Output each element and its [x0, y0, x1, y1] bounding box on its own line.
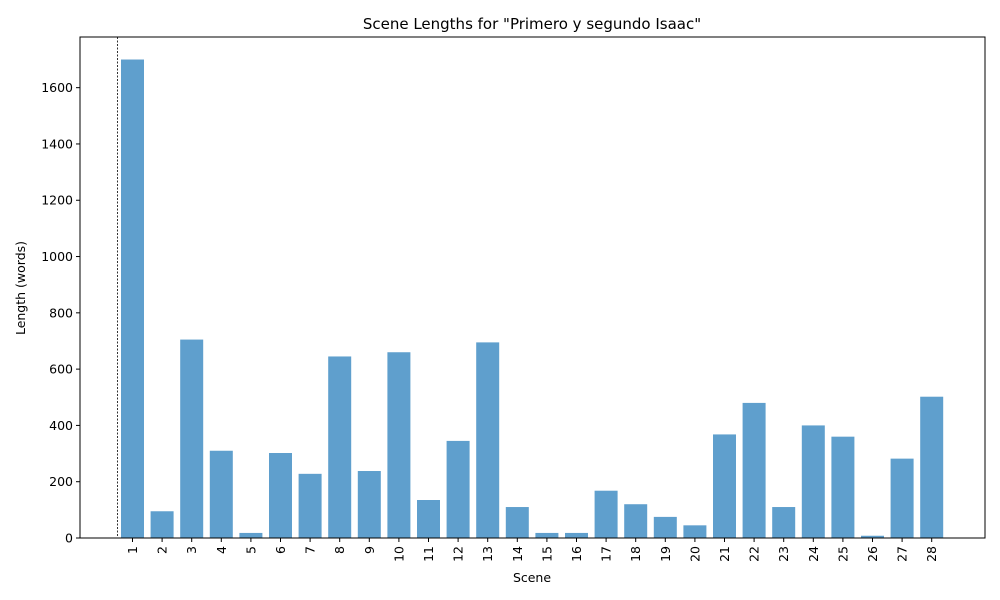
bar-scene-1	[121, 59, 144, 539]
x-tick-label: 8	[332, 546, 347, 554]
x-tick-label: 7	[303, 546, 318, 554]
x-tick-label: 10	[391, 546, 406, 562]
bar-scene-21	[713, 434, 736, 538]
y-tick-label: 0	[65, 531, 73, 546]
x-tick-label: 20	[687, 546, 702, 562]
bar-scene-5	[239, 532, 263, 538]
bar-scene-9	[357, 471, 381, 538]
x-tick-label: 2	[155, 546, 170, 554]
bar-scene-7	[298, 473, 322, 538]
bar-scene-10	[387, 352, 411, 538]
bar-scene-11	[417, 500, 440, 538]
x-tick-label: 24	[806, 546, 821, 562]
chart-title: Scene Lengths for "Primero y segundo Isa…	[363, 15, 701, 33]
x-tick-label: 9	[362, 546, 377, 554]
y-tick-label: 1600	[41, 80, 73, 95]
bar-scene-8	[328, 356, 352, 538]
bar-scene-28	[920, 396, 944, 538]
bar-scene-15	[535, 532, 559, 538]
bar-scene-20	[683, 525, 707, 538]
x-tick-label: 6	[273, 546, 288, 554]
y-tick-label: 800	[49, 305, 73, 320]
y-tick-label: 200	[49, 474, 73, 489]
bar-scene-26	[861, 535, 884, 538]
x-tick-label: 25	[835, 546, 850, 562]
x-tick-label: 19	[658, 546, 673, 562]
x-tick-label: 26	[865, 546, 880, 562]
bar-scene-4	[209, 450, 233, 538]
y-tick-label: 1400	[41, 136, 73, 151]
bar-scene-18	[624, 504, 648, 538]
y-axis-label: Length (words)	[13, 241, 28, 335]
x-axis-label: Scene	[513, 570, 551, 585]
x-tick-label: 13	[480, 546, 495, 562]
x-tick-label: 18	[628, 546, 643, 562]
bar-scene-25	[831, 436, 855, 538]
x-tick-label: 17	[599, 546, 614, 562]
bar-scene-24	[801, 425, 825, 538]
bar-scene-22	[742, 402, 766, 538]
y-axis: 0 200 400 600 800 1000 1200 1400 1600	[41, 80, 80, 546]
bars-group	[121, 59, 944, 539]
bar-scene-17	[594, 490, 618, 538]
y-tick-label: 400	[49, 418, 73, 433]
y-tick-label: 600	[49, 362, 73, 377]
x-tick-label: 28	[924, 546, 939, 562]
x-axis: 1 2 3 4 5 6 7 8 9 10 11 12 13 14 15 16 17 18 19 20 21 22 23 24 2…	[125, 538, 939, 562]
x-tick-label: 21	[717, 546, 732, 562]
plot-frame	[79, 36, 986, 539]
x-tick-label: 14	[510, 546, 525, 562]
bar-scene-27	[890, 458, 914, 538]
x-tick-label: 15	[539, 546, 554, 562]
bar-scene-6	[269, 453, 292, 538]
bar-scene-23	[772, 507, 796, 538]
x-tick-label: 5	[243, 546, 258, 554]
x-tick-label: 27	[895, 546, 910, 562]
x-tick-label: 12	[451, 546, 466, 562]
bar-scene-19	[653, 516, 677, 538]
y-tick-label: 1000	[41, 249, 73, 264]
bar-scene-16	[565, 532, 588, 538]
y-tick-label: 1200	[41, 193, 73, 208]
x-tick-label: 3	[184, 546, 199, 554]
bar-scene-12	[446, 440, 470, 538]
x-tick-label: 16	[569, 546, 584, 562]
x-tick-label: 22	[747, 546, 762, 562]
x-tick-label: 11	[421, 546, 436, 562]
x-tick-label: 1	[125, 546, 140, 554]
x-tick-label: 4	[214, 546, 229, 554]
bar-scene-2	[150, 511, 174, 538]
x-tick-label: 23	[776, 546, 791, 562]
bar-scene-3	[180, 339, 204, 538]
bar-scene-13	[476, 342, 500, 538]
bar-scene-14	[505, 507, 529, 538]
